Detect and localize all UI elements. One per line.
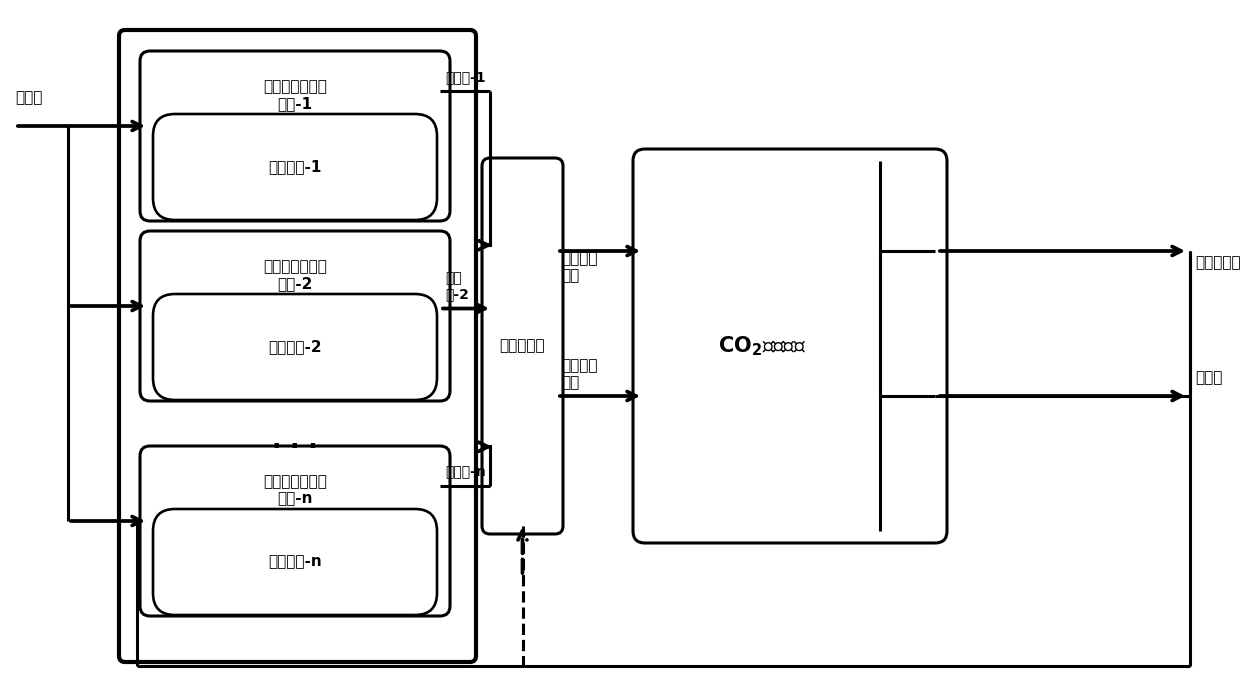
Text: 控制量-n: 控制量-n: [445, 465, 486, 479]
Text: 局部模型预测控
制器-2: 局部模型预测控 制器-2: [263, 259, 327, 292]
FancyBboxPatch shape: [140, 446, 450, 616]
Text: 捕集率: 捕集率: [1195, 370, 1223, 386]
Text: 局部模型-1: 局部模型-1: [268, 160, 321, 174]
Text: 局部模型-2: 局部模型-2: [268, 340, 322, 355]
Text: 再沸器温度: 再沸器温度: [1195, 255, 1240, 270]
Text: 设定值: 设定值: [15, 91, 42, 106]
Text: 局部模型预测控
制器-1: 局部模型预测控 制器-1: [263, 79, 327, 111]
FancyBboxPatch shape: [632, 149, 947, 543]
FancyBboxPatch shape: [140, 51, 450, 221]
Text: . . .: . . .: [273, 429, 317, 453]
FancyBboxPatch shape: [153, 294, 436, 400]
Text: $\mathbf{CO_2}$捕集系统: $\mathbf{CO_2}$捕集系统: [718, 334, 807, 358]
Text: 局部模型预测控
制器-n: 局部模型预测控 制器-n: [263, 474, 327, 506]
FancyBboxPatch shape: [153, 114, 436, 220]
FancyBboxPatch shape: [140, 231, 450, 401]
Text: 局部模型-n: 局部模型-n: [268, 554, 322, 569]
Text: 控制量-1: 控制量-1: [445, 70, 486, 84]
Text: 隶属度函数: 隶属度函数: [500, 338, 546, 353]
FancyBboxPatch shape: [482, 158, 563, 534]
Text: 控制
量-2: 控制 量-2: [445, 272, 469, 302]
FancyBboxPatch shape: [153, 509, 436, 615]
Text: 抜汽阀门
开度: 抜汽阀门 开度: [560, 251, 598, 283]
FancyBboxPatch shape: [119, 30, 476, 662]
Text: 贫液阀门
开度: 贫液阀门 开度: [560, 358, 598, 390]
